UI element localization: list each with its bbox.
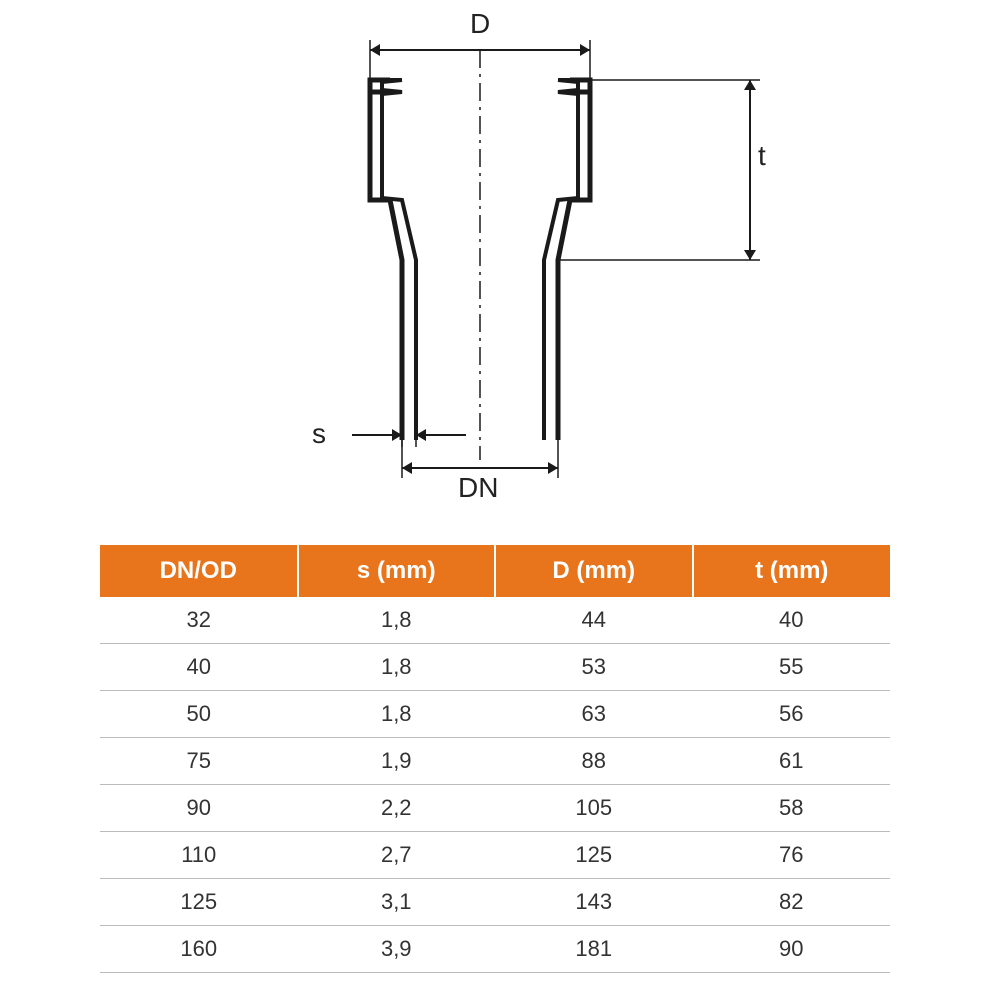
table-row: 321,84440 [100, 597, 890, 644]
table-cell: 75 [100, 738, 298, 785]
page-root: D t s DN DN/ODs (mm)D (mm)t (mm) 321,844… [0, 0, 1000, 1000]
technical-diagram: D t s DN [0, 0, 1000, 520]
table-row: 1253,114382 [100, 879, 890, 926]
dimension-label-d: D [470, 8, 490, 40]
dimension-label-dn: DN [458, 472, 498, 504]
table-cell: 3,1 [298, 879, 496, 926]
table-cell: 143 [495, 879, 693, 926]
table-cell: 50 [100, 691, 298, 738]
table-cell: 82 [693, 879, 891, 926]
table-cell: 58 [693, 785, 891, 832]
table-cell: 125 [100, 879, 298, 926]
table-cell: 90 [100, 785, 298, 832]
table-cell: 2,2 [298, 785, 496, 832]
table-cell: 32 [100, 597, 298, 644]
table-cell: 76 [693, 832, 891, 879]
table-column-header: s (mm) [298, 545, 496, 597]
table-row: 751,98861 [100, 738, 890, 785]
table-cell: 61 [693, 738, 891, 785]
pipe-cross-section-svg [0, 0, 1000, 520]
table-cell: 44 [495, 597, 693, 644]
specifications-table: DN/ODs (mm)D (mm)t (mm) 321,84440401,853… [100, 545, 890, 973]
table-cell: 90 [693, 926, 891, 973]
table-cell: 88 [495, 738, 693, 785]
table-column-header: DN/OD [100, 545, 298, 597]
table-cell: 55 [693, 644, 891, 691]
table-cell: 3,9 [298, 926, 496, 973]
table-column-header: D (mm) [495, 545, 693, 597]
table-cell: 1,9 [298, 738, 496, 785]
table-cell: 110 [100, 832, 298, 879]
table-row: 1603,918190 [100, 926, 890, 973]
table-column-header: t (mm) [693, 545, 891, 597]
table-header-row: DN/ODs (mm)D (mm)t (mm) [100, 545, 890, 597]
specifications-table-container: DN/ODs (mm)D (mm)t (mm) 321,84440401,853… [100, 545, 890, 973]
table-cell: 181 [495, 926, 693, 973]
dimension-label-s: s [312, 418, 326, 450]
table-cell: 40 [693, 597, 891, 644]
dimension-label-t: t [758, 140, 766, 172]
table-cell: 53 [495, 644, 693, 691]
table-cell: 1,8 [298, 597, 496, 644]
table-cell: 40 [100, 644, 298, 691]
table-cell: 1,8 [298, 644, 496, 691]
table-cell: 160 [100, 926, 298, 973]
table-row: 401,85355 [100, 644, 890, 691]
table-cell: 63 [495, 691, 693, 738]
table-cell: 56 [693, 691, 891, 738]
table-cell: 125 [495, 832, 693, 879]
table-row: 1102,712576 [100, 832, 890, 879]
table-cell: 1,8 [298, 691, 496, 738]
table-body: 321,84440401,85355501,86356751,98861902,… [100, 597, 890, 973]
table-row: 501,86356 [100, 691, 890, 738]
table-cell: 2,7 [298, 832, 496, 879]
table-row: 902,210558 [100, 785, 890, 832]
table-header: DN/ODs (mm)D (mm)t (mm) [100, 545, 890, 597]
table-cell: 105 [495, 785, 693, 832]
